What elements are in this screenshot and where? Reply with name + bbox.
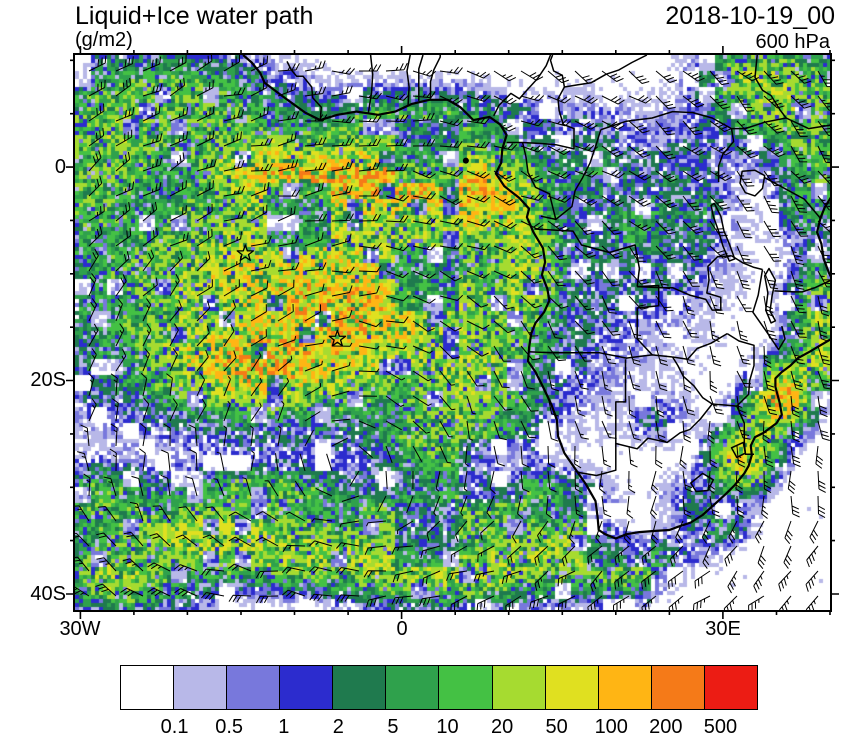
star-marker xyxy=(236,244,255,262)
lake-outline xyxy=(739,169,766,197)
country-border xyxy=(752,269,786,351)
colorbar-swatch-0 xyxy=(120,665,175,710)
dot-marker xyxy=(462,157,469,164)
colorbar-tick-label: 10 xyxy=(436,716,459,738)
colorbar-tick-label: 2 xyxy=(332,716,344,738)
lon-label-30e: 30E xyxy=(705,618,741,640)
pressure-level-label: 600 hPa xyxy=(755,31,830,53)
colorbar-swatch-1 xyxy=(173,665,228,710)
colorbar-swatch-2 xyxy=(226,665,281,710)
colorbar-tick-label: 50 xyxy=(545,716,568,738)
colorbar-swatch-6 xyxy=(438,665,494,710)
colorbar-tick-label: 0.1 xyxy=(160,716,189,738)
country-border-enclave xyxy=(730,441,747,459)
country-border xyxy=(564,55,648,88)
map-panel xyxy=(73,53,832,612)
country-border xyxy=(506,55,575,150)
country-border xyxy=(534,228,641,287)
plot-units-label: (g/m2) xyxy=(75,29,133,51)
colorbar-swatch-8 xyxy=(544,665,600,710)
star-marker xyxy=(328,329,347,347)
colorbar-swatch-10 xyxy=(650,665,706,710)
colorbar-tick-label: 20 xyxy=(490,716,514,738)
lon-label-0: 0 xyxy=(396,618,408,640)
lon-label-30w: 30W xyxy=(59,618,101,640)
country-border xyxy=(754,55,787,119)
colorbar-tick-label: 0.5 xyxy=(215,716,244,738)
map-overlay-coastlines-windbarbs xyxy=(75,55,830,610)
plot-title: Liquid+Ice water path xyxy=(75,2,314,30)
country-border xyxy=(717,128,735,182)
lat-label-20s: 20S xyxy=(30,369,66,391)
country-border xyxy=(726,332,755,407)
country-border xyxy=(636,284,660,356)
colorbar-swatch-7 xyxy=(491,665,547,710)
wind-barbs xyxy=(75,55,830,610)
country-border xyxy=(577,359,627,477)
lat-label-40s: 40S xyxy=(30,583,66,605)
country-border xyxy=(600,110,732,131)
colorbar-tick-label: 5 xyxy=(387,716,399,738)
colorbar-swatch-3 xyxy=(279,665,334,710)
country-border xyxy=(418,55,424,101)
lat-label-0: 0 xyxy=(54,156,66,178)
colorbar-tick-label: 500 xyxy=(703,716,738,738)
colorbar-swatch-4 xyxy=(332,665,387,710)
valid-datetime: 2018-10-19_00 xyxy=(665,2,835,30)
country-border xyxy=(540,129,602,221)
colorbar xyxy=(120,665,759,710)
colorbar-swatch-11 xyxy=(703,665,759,710)
country-border xyxy=(493,55,552,117)
colorbar-tick-label: 200 xyxy=(649,716,683,738)
colorbar-tick-label: 1 xyxy=(278,716,290,738)
colorbar-swatch-5 xyxy=(385,665,440,710)
country-border xyxy=(406,55,411,106)
colorbar-swatch-9 xyxy=(597,665,653,710)
country-border xyxy=(367,55,374,113)
colorbar-tick-label: 100 xyxy=(594,716,628,738)
